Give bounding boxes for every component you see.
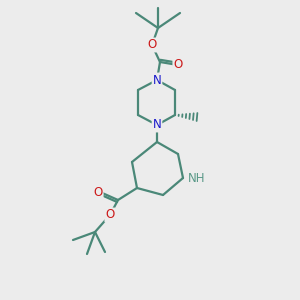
Text: O: O [147, 38, 157, 52]
Text: O: O [105, 208, 115, 221]
Text: N: N [153, 118, 161, 131]
Text: N: N [153, 74, 161, 86]
Text: O: O [93, 185, 103, 199]
Text: NH: NH [188, 172, 206, 184]
Text: O: O [173, 58, 183, 71]
